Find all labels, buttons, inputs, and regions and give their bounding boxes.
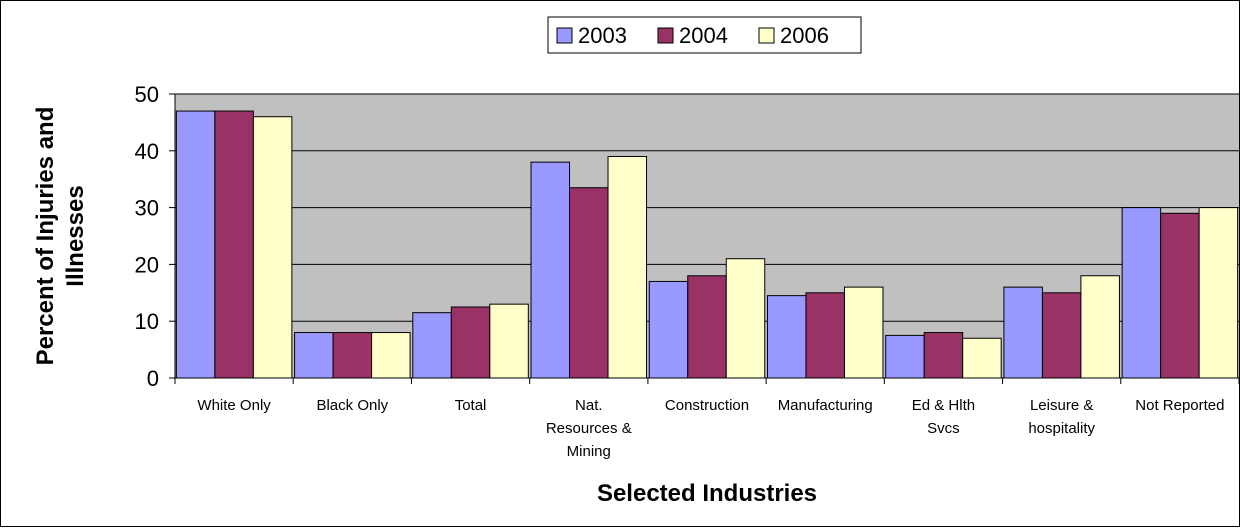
y-tick-label: 50 <box>135 82 159 107</box>
bar-2006-8 <box>1198 207 1239 379</box>
legend-swatch-2004 <box>657 27 674 44</box>
bar-2003-2 <box>412 312 452 379</box>
bar-2006-4 <box>725 258 766 379</box>
legend-swatch-2003 <box>556 27 573 44</box>
bar-2006-0 <box>252 116 293 379</box>
bar-2006-1 <box>371 332 411 379</box>
bar-2004-5 <box>805 292 845 379</box>
bar-2003-6 <box>885 334 925 379</box>
y-tick-label: 0 <box>147 366 159 391</box>
y-tick-labels: 0 10 20 30 40 50 <box>135 82 159 391</box>
legend-label-2006: 2006 <box>780 23 829 48</box>
bar-2006-2 <box>489 303 529 379</box>
y-tick-label: 10 <box>135 309 159 334</box>
y-tick-label: 20 <box>135 252 159 277</box>
x-axis-title: Selected Industries <box>597 480 817 507</box>
legend-box <box>547 16 862 54</box>
bar-2004-4 <box>687 275 727 379</box>
bar-2003-3 <box>530 161 571 379</box>
bar-2006-3 <box>607 155 648 379</box>
x-category-label: Manufacturing <box>778 397 873 414</box>
bar-2004-2 <box>450 306 491 379</box>
x-category-label: Resources & <box>546 420 632 437</box>
x-category-labels: White Only Black Only Total Nat. Resources &… <box>197 397 1224 460</box>
legend-swatch-2006 <box>758 27 775 44</box>
axes <box>169 93 1240 384</box>
bar-2004-1 <box>332 332 373 379</box>
x-category-label: Construction <box>665 397 749 414</box>
bar-2004-3 <box>569 187 609 379</box>
x-category-label: Mining <box>567 443 611 460</box>
x-category-label: Nat. <box>575 397 603 414</box>
x-category-label: hospitality <box>1028 420 1095 437</box>
x-category-label: Svcs <box>927 420 960 437</box>
bar-2006-6 <box>962 337 1002 379</box>
y-axis-title: Percent of Injuries and Illnesses <box>32 107 89 366</box>
bars <box>175 110 1239 379</box>
bar-2003-8 <box>1121 207 1162 379</box>
bar-2004-0 <box>214 110 254 379</box>
bar-2004-6 <box>923 332 964 379</box>
legend-label-2004: 2004 <box>679 23 728 48</box>
bar-2003-0 <box>175 110 216 379</box>
legend: 2003 2004 2006 <box>547 16 862 54</box>
bar-2003-7 <box>1003 286 1043 379</box>
x-category-label: Total <box>455 397 487 414</box>
y-tick-label: 30 <box>135 196 159 221</box>
x-category-label: White Only <box>197 397 271 414</box>
bar-2004-7 <box>1041 292 1082 379</box>
x-category-label: Leisure & <box>1030 397 1093 414</box>
x-category-label: Not Reported <box>1135 397 1224 414</box>
bar-2006-7 <box>1080 275 1120 379</box>
bar-2004-8 <box>1160 212 1200 379</box>
x-category-label: Ed & Hlth <box>912 397 975 414</box>
bar-2003-5 <box>766 295 807 379</box>
bar-2003-4 <box>648 280 689 379</box>
legend-label-2003: 2003 <box>578 23 627 48</box>
x-category-label: Black Only <box>316 397 388 414</box>
bar-2006-5 <box>843 286 884 379</box>
bar-2003-1 <box>294 332 334 379</box>
y-tick-label: 40 <box>135 139 159 164</box>
